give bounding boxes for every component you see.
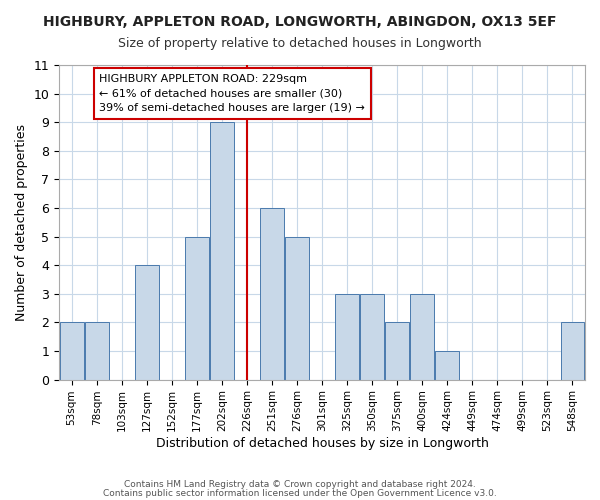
Bar: [436, 351, 459, 380]
Y-axis label: Number of detached properties: Number of detached properties: [15, 124, 28, 321]
X-axis label: Distribution of detached houses by size in Longworth: Distribution of detached houses by size …: [155, 437, 488, 450]
Text: Contains HM Land Registry data © Crown copyright and database right 2024.: Contains HM Land Registry data © Crown c…: [124, 480, 476, 489]
Text: HIGHBURY, APPLETON ROAD, LONGWORTH, ABINGDON, OX13 5EF: HIGHBURY, APPLETON ROAD, LONGWORTH, ABIN…: [43, 15, 557, 29]
Text: HIGHBURY APPLETON ROAD: 229sqm
← 61% of detached houses are smaller (30)
39% of : HIGHBURY APPLETON ROAD: 229sqm ← 61% of …: [99, 74, 365, 113]
Bar: [360, 294, 384, 380]
Bar: [60, 322, 83, 380]
Bar: [210, 122, 234, 380]
Bar: [135, 265, 158, 380]
Bar: [410, 294, 434, 380]
Bar: [335, 294, 359, 380]
Text: Size of property relative to detached houses in Longworth: Size of property relative to detached ho…: [118, 38, 482, 51]
Text: Contains public sector information licensed under the Open Government Licence v3: Contains public sector information licen…: [103, 488, 497, 498]
Bar: [260, 208, 284, 380]
Bar: [560, 322, 584, 380]
Bar: [285, 236, 309, 380]
Bar: [85, 322, 109, 380]
Bar: [185, 236, 209, 380]
Bar: [385, 322, 409, 380]
